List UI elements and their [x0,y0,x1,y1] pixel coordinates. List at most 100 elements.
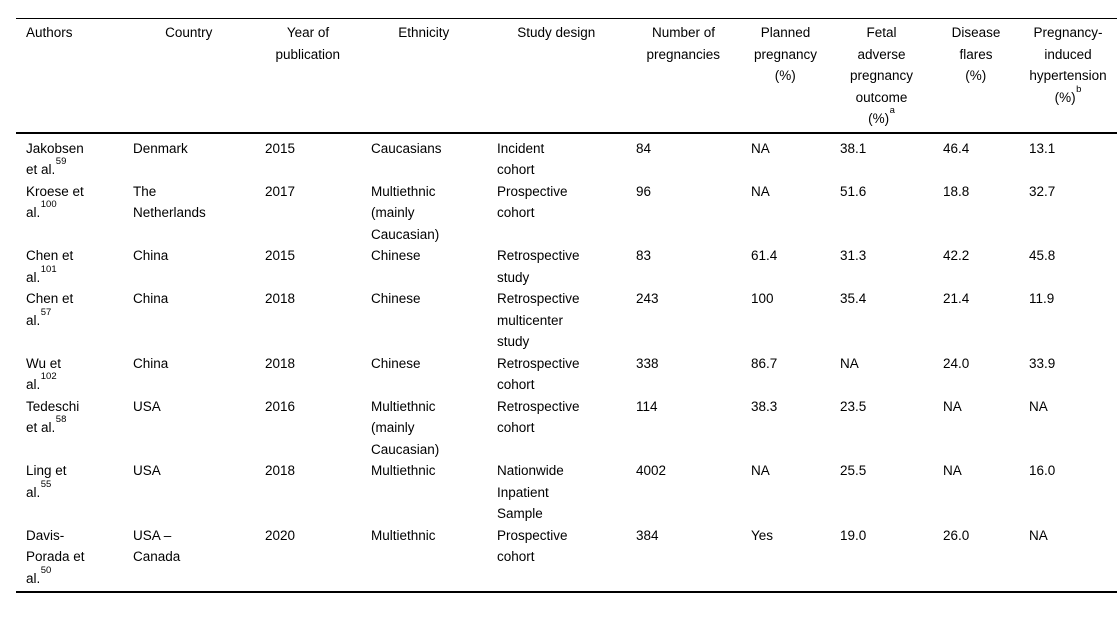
study-design-value: Nationwide Inpatient Sample [497,463,564,521]
fetal-adverse-value: 35.4 [840,291,867,306]
cell-ethnicity: Multiethnic [361,460,487,525]
planned-pregnancy-value: 61.4 [751,248,778,263]
fetal-adverse-value: 51.6 [840,183,867,199]
cell-country: The Netherlands [123,181,255,246]
cell-number-of-pregnancies: 114 [626,396,741,461]
cell-country: China [123,288,255,353]
cell-study-design: Retrospective study [487,245,626,288]
cell-disease-flares: NA [933,460,1019,525]
planned-pregnancy-value: 86.7 [751,355,778,371]
country-value: China [133,248,169,263]
author-name: Kroese et al. [26,183,84,221]
pregnancies-value: 338 [636,355,659,371]
reference-number: 55 [40,478,52,490]
pregnancies-value: 114 [636,398,658,414]
planned-pregnancy-value: Yes [751,527,774,543]
cell-year: 2020 [255,524,361,593]
cell-planned-pregnancy: 86.7 [741,353,830,396]
header-row: Authors Country Year of publication Ethn… [16,18,1117,134]
fetal-adverse-value: 19.0 [840,527,867,543]
hypertension-value: 13.1 [1029,140,1056,156]
hypertension-value: 45.8 [1029,248,1056,263]
hypertension-value: NA [1029,527,1048,543]
cell-authors: Davis- Porada et al.50 [16,524,123,593]
fetal-adverse-value: 38.1 [840,140,867,156]
cell-study-design: Retrospective cohort [487,353,626,396]
disease-flares-value: 18.8 [943,183,970,199]
cell-planned-pregnancy: NA [741,133,830,181]
ethnicity-value: Chinese [371,291,421,306]
reference-number: 100 [40,199,57,210]
study-design-value: Retrospective study [497,248,580,285]
ethnicity-value: Chinese [371,355,421,371]
disease-flares-value: 24.0 [943,355,970,371]
table-row: Ling et al.55 USA 2018 Multiethnic Natio… [16,460,1117,525]
cell-disease-flares: 21.4 [933,288,1019,353]
disease-flares-value: 21.4 [943,291,970,306]
cell-country: USA – Canada [123,524,255,593]
column-header-label: Authors [26,25,73,40]
cell-country: USA [123,396,255,461]
cell-pregnancy-hypertension: 13.1 [1019,133,1117,181]
year-value: 2020 [265,527,296,543]
author-name: Ling et al. [26,463,67,500]
hypertension-value: 11.9 [1029,291,1055,306]
disease-flares-value: 46.4 [943,140,970,156]
column-header-label: Fetal adverse pregnancy outcome (%) [849,25,914,126]
cell-pregnancy-hypertension: NA [1019,396,1117,461]
cell-planned-pregnancy: 100 [741,288,830,353]
ethnicity-value: Multiethnic (mainly Caucasian) [371,398,440,457]
cell-country: USA [123,460,255,525]
cell-ethnicity: Multiethnic [361,524,487,593]
column-header-label: Year of publication [275,25,341,62]
year-value: 2015 [265,140,296,156]
cell-number-of-pregnancies: 338 [626,353,741,396]
reference-number: 58 [55,414,67,425]
table-row: Davis- Porada et al.50 USA – Canada 2020… [16,524,1117,593]
table-row: Jakobsen et al.59 Denmark 2015 Caucasian… [16,133,1117,181]
hypertension-value: NA [1029,398,1048,414]
cell-study-design: Prospective cohort [487,524,626,593]
studies-table: Authors Country Year of publication Ethn… [16,18,1117,593]
column-header-country: Country [123,18,255,134]
planned-pregnancy-value: NA [751,140,770,156]
cell-ethnicity: Chinese [361,245,487,288]
cell-year: 2016 [255,396,361,461]
disease-flares-value: 26.0 [943,527,970,543]
column-header-number-of-pregnancies: Number of pregnancies [626,18,741,134]
country-value: USA [133,463,161,478]
cell-authors: Chen et al.57 [16,288,123,353]
column-header-planned-pregnancy: Planned pregnancy (%) [741,18,830,134]
year-value: 2015 [265,248,296,263]
cell-disease-flares: 42.2 [933,245,1019,288]
cell-planned-pregnancy: Yes [741,524,830,593]
column-header-label: Study design [517,25,596,40]
cell-number-of-pregnancies: 384 [626,524,741,593]
cell-planned-pregnancy: 61.4 [741,245,830,288]
ethnicity-value: Caucasians [371,140,442,156]
column-header-authors: Authors [16,18,123,134]
author-name: Tedeschi et al. [26,398,80,436]
reference-number: 57 [40,306,52,318]
study-design-value: Incident cohort [497,140,545,178]
study-design-value: Prospective cohort [497,527,568,565]
fetal-adverse-value: 23.5 [840,398,867,414]
cell-planned-pregnancy: 38.3 [741,396,830,461]
cell-fetal-adverse-outcome: 51.6 [830,181,933,246]
footnote-marker-a: a [889,105,895,116]
cell-country: China [123,353,255,396]
ethnicity-value: Multiethnic (mainly Caucasian) [371,183,440,242]
study-design-value: Retrospective multicenter study [497,291,580,349]
pregnancies-value: 83 [636,248,652,263]
cell-study-design: Nationwide Inpatient Sample [487,460,626,525]
cell-year: 2017 [255,181,361,246]
cell-disease-flares: NA [933,396,1019,461]
table-row: Kroese et al.100 The Netherlands 2017 Mu… [16,181,1117,246]
author-name: Wu et al. [26,355,62,393]
pregnancies-value: 243 [636,291,659,306]
ethnicity-value: Multiethnic [371,463,436,478]
cell-fetal-adverse-outcome: 23.5 [830,396,933,461]
cell-study-design: Retrospective multicenter study [487,288,626,353]
hypertension-value: 33.9 [1029,355,1056,371]
table-row: Tedeschi et al.58 USA 2016 Multiethnic (… [16,396,1117,461]
